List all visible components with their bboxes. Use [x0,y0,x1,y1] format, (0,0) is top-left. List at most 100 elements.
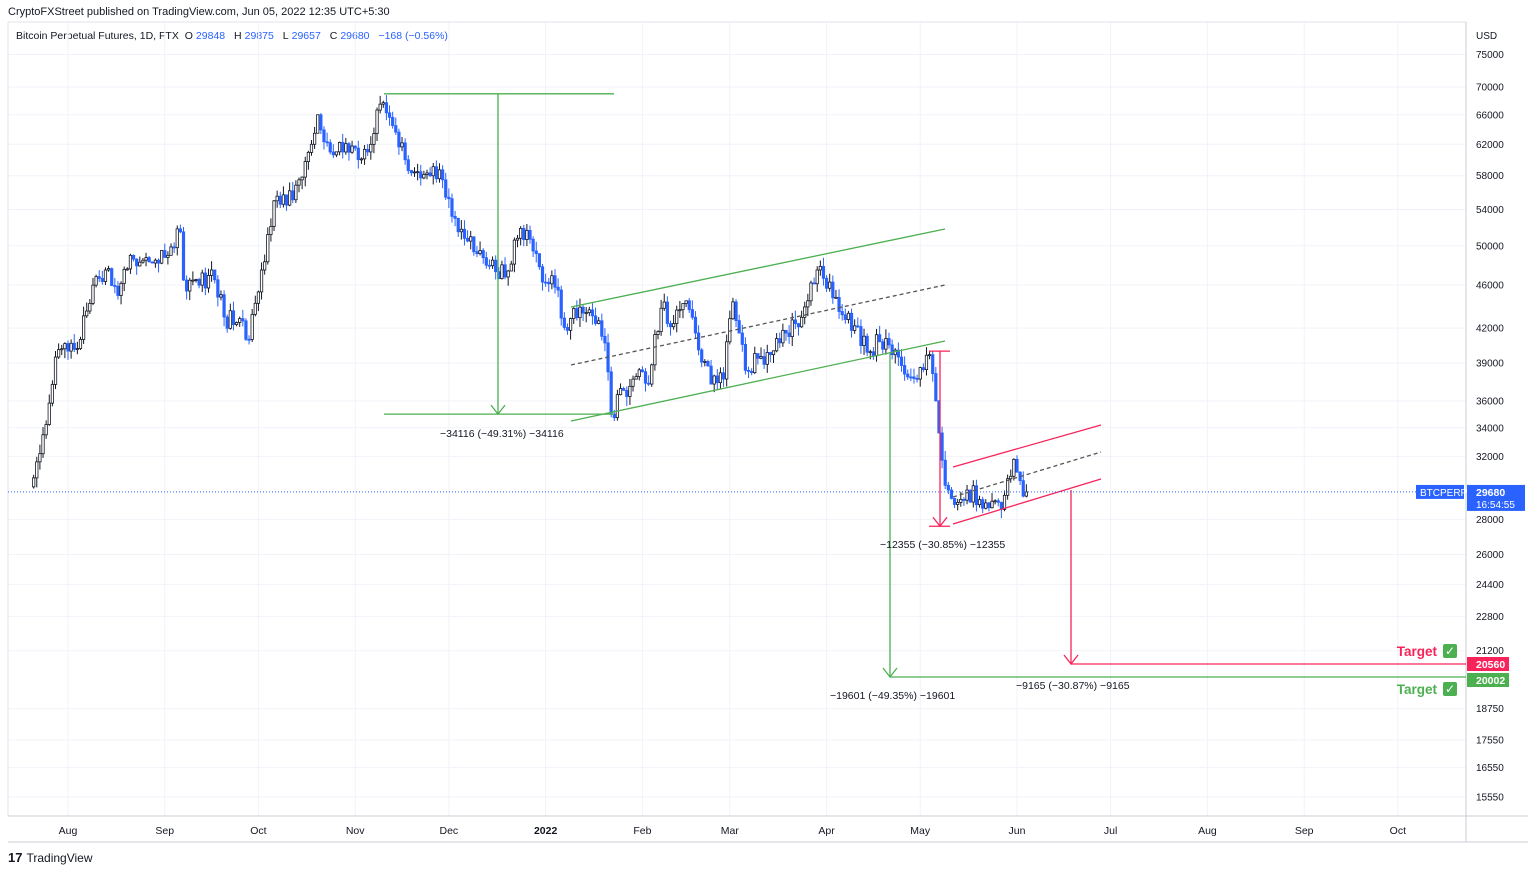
candle-body [44,424,48,436]
candle-body [366,148,370,153]
price-tick-label: 54000 [1476,205,1504,216]
candle-body [412,171,417,174]
candle-body [141,259,145,263]
price-axis: USD 75000 70000 66000 62000 58000 54000 50000 46… [1476,31,1504,804]
candle-body [600,320,604,337]
candle-body [434,166,438,180]
candle-body [803,306,807,318]
candle-body [484,257,488,266]
target-price-pink: 20560 [1476,659,1505,671]
candle-body [306,151,310,162]
candle-body [731,301,735,320]
candle-body [881,341,885,350]
candle-body [425,172,429,175]
candle-body [696,332,701,351]
candle-body [244,320,248,340]
candle-body [859,326,863,346]
candle-body [578,306,582,319]
price-tick-label: 62000 [1476,140,1504,151]
time-axis: Aug Sep Oct Nov Dec 2022 Feb Mar Apr May Jun Jul Aug… [59,825,1406,837]
candle-body [47,402,51,425]
candle-body [113,285,117,287]
candle-body [153,259,158,264]
candle-body [625,390,629,397]
candle-body [506,270,510,278]
candle-body [350,145,354,153]
candle-body [50,383,54,404]
candle-body [971,485,975,503]
candle-body [846,312,851,320]
open-value: O 29848 [184,30,226,42]
candle-body [672,323,676,328]
candle-body [78,339,83,349]
candle-body [416,171,420,174]
candle-body [456,217,460,233]
candle-body [194,279,198,281]
change-value: −168 (−0.56%) [378,30,448,42]
candle-body [422,174,426,179]
candle-body [784,329,788,334]
candle-body [690,309,694,318]
candle-body [809,282,813,302]
candle-body [375,109,379,134]
time-tick-label: Oct [1390,825,1406,837]
time-tick-label: Aug [1198,825,1217,837]
price-tick-label: 50000 [1476,241,1504,252]
candle-body [771,350,776,356]
candle-body [437,169,442,180]
tradingview-logo-icon: 17 [8,850,23,865]
time-tick-label: Dec [440,825,459,837]
check-icon [1443,644,1457,658]
candle-body [603,335,607,344]
candle-body [328,142,332,153]
candle-body [949,489,954,499]
price-tick-label: 66000 [1476,110,1504,121]
candle-body [556,286,560,291]
time-tick-label: Sep [155,825,174,837]
time-tick-label: Jul [1104,825,1117,837]
candle-body [753,353,757,374]
candle-body [740,332,744,345]
time-tick-label: Feb [633,825,651,837]
price-tick-label: 26000 [1476,550,1504,561]
candle-body [750,370,754,374]
candle-body [550,275,554,285]
candle-body [849,312,854,331]
price-tick-label: 36000 [1476,396,1504,407]
candle-body [66,343,70,352]
candle-body [400,142,404,148]
candle-body [490,259,495,267]
price-tick-label: 22800 [1476,612,1504,623]
candle-body [419,171,423,179]
symbol-name: Bitcoin Perpetual Futures, 1D, FTX [16,30,179,42]
candle-body [372,133,376,145]
candle-body [993,500,997,503]
candle-body [765,352,769,365]
candle-body [581,306,585,314]
candle-body [684,300,688,304]
candle-body [125,268,129,271]
candle-body [316,114,320,134]
candle-body [912,376,916,379]
candle-body [384,102,389,114]
candle-body [959,499,963,503]
candle-body [612,413,616,419]
candle-body [637,369,641,377]
candle-body [500,264,504,279]
candle-body [965,489,969,501]
candle-body [834,296,838,299]
candle-body [575,308,579,319]
candle-body [219,294,223,298]
candle-body [494,259,498,273]
candle-body [977,499,982,506]
candle-body [197,279,201,286]
candle-body [447,196,451,200]
candle-body [650,364,654,385]
candle-body [369,143,373,153]
candle-body [172,246,176,249]
channel-mid-line [570,284,946,366]
candle-body [356,147,360,161]
candle-body [144,257,148,261]
candle-body [341,141,345,153]
